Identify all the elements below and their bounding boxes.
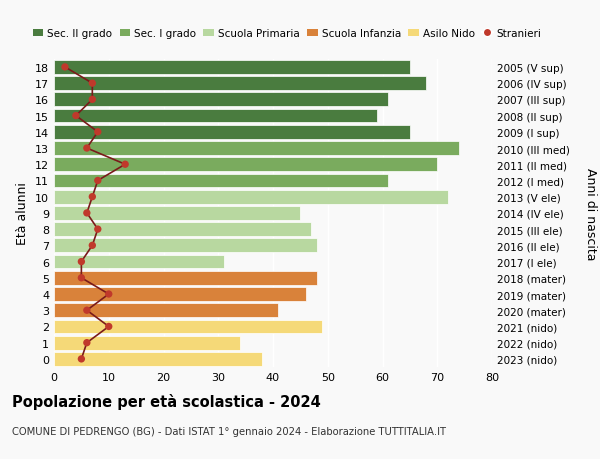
Bar [54,352,262,366]
Point [88,194,97,201]
Bar [54,190,448,204]
Legend: Sec. II grado, Sec. I grado, Scuola Primaria, Scuola Infanzia, Asilo Nido, Stran: Sec. II grado, Sec. I grado, Scuola Prim… [29,25,546,43]
Bar [54,61,410,75]
Text: Popolazione per età scolastica - 2024: Popolazione per età scolastica - 2024 [12,393,321,409]
Bar [54,142,459,156]
Point [93,129,103,136]
Bar [54,255,224,269]
Point [82,145,92,152]
Point [88,96,97,104]
Point [77,258,86,266]
Bar [54,336,240,350]
Point [77,274,86,282]
Bar [54,126,410,140]
Point [82,307,92,314]
Point [121,161,130,168]
Point [104,291,113,298]
Bar [54,223,311,236]
Y-axis label: Età alunni: Età alunni [16,182,29,245]
Bar [54,77,426,91]
Point [93,177,103,185]
Bar [54,304,278,318]
Bar [54,271,317,285]
Text: COMUNE DI PEDRENGO (BG) - Dati ISTAT 1° gennaio 2024 - Elaborazione TUTTITALIA.I: COMUNE DI PEDRENGO (BG) - Dati ISTAT 1° … [12,426,446,436]
Point [93,226,103,233]
Point [104,323,113,330]
Bar [54,109,377,123]
Point [71,112,81,120]
Y-axis label: Anni di nascita: Anni di nascita [584,167,596,260]
Point [88,242,97,250]
Point [82,339,92,347]
Point [77,355,86,363]
Bar [54,239,317,253]
Bar [54,158,437,172]
Point [82,210,92,217]
Bar [54,93,388,107]
Bar [54,207,301,220]
Point [60,64,70,72]
Bar [54,174,388,188]
Bar [54,320,322,334]
Bar [54,287,306,301]
Point [88,80,97,88]
